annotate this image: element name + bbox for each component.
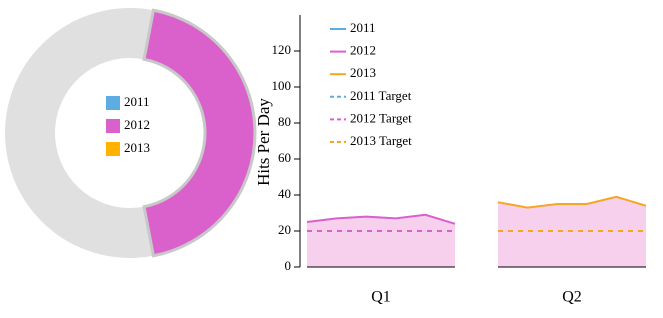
legend-label: 2011 Target [350,88,412,103]
legend-swatch [106,96,120,110]
area [307,214,455,267]
donut-slice [142,8,257,258]
line [497,195,647,209]
legend-label: 2011 [350,20,376,35]
legend-label: 2013 [350,65,376,80]
legend-label: 2012 Target [350,110,412,125]
legend-label: 2013 Target [350,133,412,148]
y-tick-label: 120 [272,42,292,57]
legend-label: 2012 [124,117,150,132]
legend-label: 2013 [124,140,150,155]
panel-label: Q1 [371,289,391,306]
y-axis-label: Hits Per Day [254,98,273,186]
y-tick-label: 60 [278,150,291,165]
panel-label: Q2 [562,289,582,306]
y-tick-label: 20 [278,222,291,237]
line [306,213,456,225]
legend-label: 2011 [124,94,150,109]
legend-label: 2012 [350,43,376,58]
y-tick-label: 100 [272,78,292,93]
y-tick-label: 0 [285,258,292,273]
y-tick-label: 80 [278,114,291,129]
y-tick-label: 40 [278,186,291,201]
legend-swatch [106,119,120,133]
legend-swatch [106,142,120,156]
donut-slice [5,8,154,258]
donut-slice [130,8,154,60]
